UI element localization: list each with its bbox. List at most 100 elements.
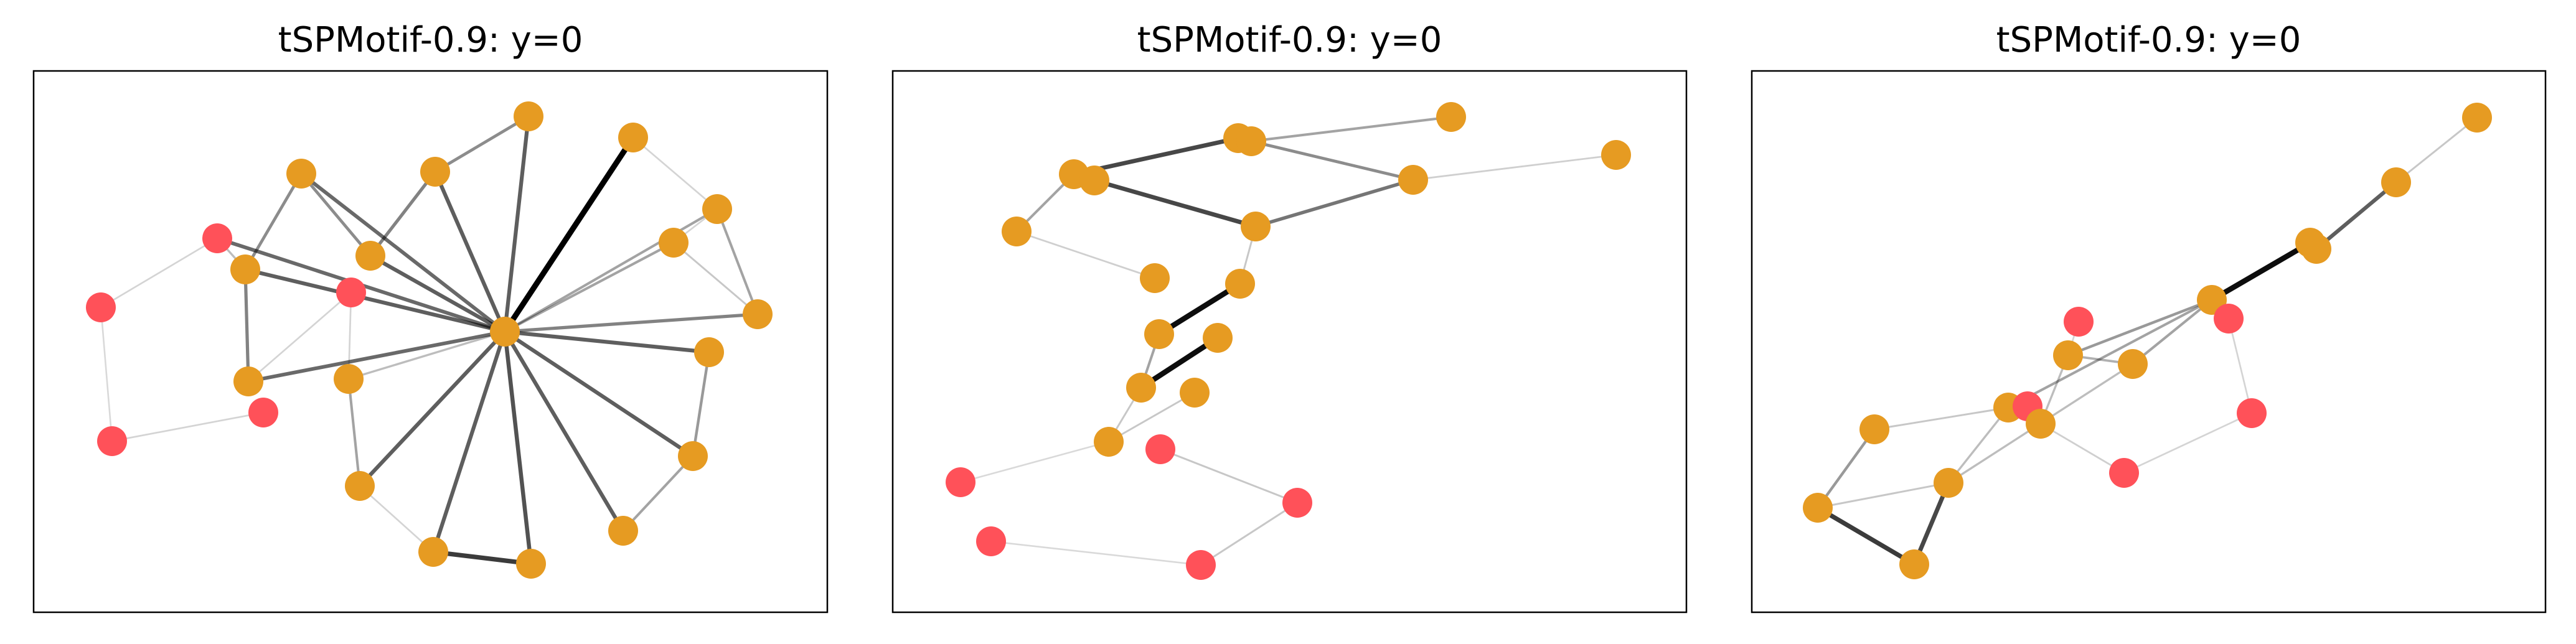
panel-2-frame (891, 70, 1688, 614)
graph-edge (1413, 154, 1617, 181)
graph-edge (358, 330, 507, 488)
graph-node (248, 398, 278, 427)
graph-edge (1157, 281, 1242, 337)
panel-1-frame (32, 70, 829, 614)
graph-edge (504, 330, 694, 458)
graph-node (2214, 304, 2244, 334)
panel-1-title: tSPMotif-0.9: y=0 (278, 20, 583, 60)
graph-edge (359, 485, 434, 553)
graph-edge (1255, 178, 1414, 228)
graph-edge (1094, 178, 1256, 229)
graph-node (1803, 493, 1833, 523)
panel-3-title: tSPMotif-0.9: y=0 (1996, 20, 2301, 60)
graph-node (1398, 165, 1428, 195)
graph-edge (433, 549, 532, 566)
panel-1-graph (32, 70, 829, 614)
graph-edge (431, 331, 507, 553)
panel-2-nodes (946, 102, 1631, 580)
graph-node (334, 364, 364, 394)
graph-edge (1016, 230, 1155, 279)
graph-node (1203, 323, 1233, 353)
graph-edge (1817, 428, 1876, 509)
graph-node (230, 254, 260, 284)
graph-node (2109, 458, 2139, 488)
graph-edge (1947, 406, 2010, 484)
graph-node (2381, 167, 2411, 197)
graph-node (743, 299, 773, 329)
graph-node (514, 101, 543, 131)
graph-edge (1200, 502, 1298, 566)
graph-node (702, 194, 732, 224)
graph-node (2301, 234, 2331, 264)
graph-edge (1108, 391, 1195, 443)
graph-edge (243, 172, 303, 271)
graph-node (1002, 217, 1032, 246)
graph-node (336, 278, 366, 307)
graph-edge (716, 208, 759, 315)
graph-node (946, 467, 975, 497)
graph-edge (1160, 448, 1298, 504)
panel-3-nodes (1803, 103, 2492, 579)
graph-edge (100, 307, 113, 442)
graph-edge (503, 330, 625, 532)
graph-node (2462, 103, 2492, 133)
graph-edge (673, 241, 758, 315)
graph-node (1899, 549, 1929, 579)
panel-3-edges (1817, 116, 2478, 567)
graph-node (1236, 126, 1266, 156)
panel-3-frame (1751, 70, 2547, 614)
graph-node (1140, 263, 1170, 293)
graph-edge (111, 411, 264, 442)
graph-node (976, 526, 1006, 556)
graph-node (286, 159, 316, 189)
graph-edge (1238, 136, 1414, 182)
graph-node (2026, 409, 2056, 439)
graph-edge (960, 441, 1109, 483)
graph-edge (248, 291, 352, 383)
graph-edge (347, 378, 362, 487)
graph-node (1934, 468, 1963, 498)
graph-node (2237, 398, 2267, 428)
graph-node (418, 537, 448, 567)
graph-node (1094, 427, 1124, 457)
graph-node (1186, 550, 1216, 580)
graph-edge (1817, 482, 1949, 509)
graph-edge (369, 170, 437, 257)
graph-edge (2040, 422, 2125, 474)
graph-edge (504, 208, 718, 333)
graph-node (1436, 102, 1466, 132)
graph-node (1144, 319, 1174, 349)
graph-edge (2210, 240, 2312, 302)
graph-node (2053, 340, 2083, 370)
graph-node (608, 516, 638, 546)
graph-edge (100, 237, 218, 309)
graph-node (1145, 434, 1175, 464)
graph-edge (2227, 318, 2253, 414)
graph-node (659, 228, 689, 258)
graph-edge (434, 114, 530, 174)
panel-2-graph (891, 70, 1688, 614)
graph-edge (1251, 115, 1452, 143)
graph-node (1282, 488, 1312, 518)
graph-node (516, 549, 546, 579)
panel-2-title: tSPMotif-0.9: y=0 (1137, 20, 1442, 60)
graph-node (202, 223, 232, 253)
graph-edge (300, 172, 506, 334)
graph-node (345, 471, 375, 501)
panel-3-graph (1751, 70, 2547, 614)
graph-edge (2067, 298, 2212, 357)
panel-1-edges (100, 114, 759, 566)
graph-edge (2008, 299, 2212, 409)
graph-edge (502, 116, 531, 332)
graph-node (1126, 373, 1156, 403)
graph-edge (2132, 299, 2213, 365)
graph-node (97, 426, 127, 456)
graph-edge (245, 267, 505, 334)
graph-node (1601, 140, 1631, 170)
graph-edge (990, 540, 1201, 566)
graph-edge (504, 312, 758, 334)
graph-node (694, 337, 724, 367)
graph-edge (433, 170, 507, 333)
graph-node (1859, 414, 1889, 444)
